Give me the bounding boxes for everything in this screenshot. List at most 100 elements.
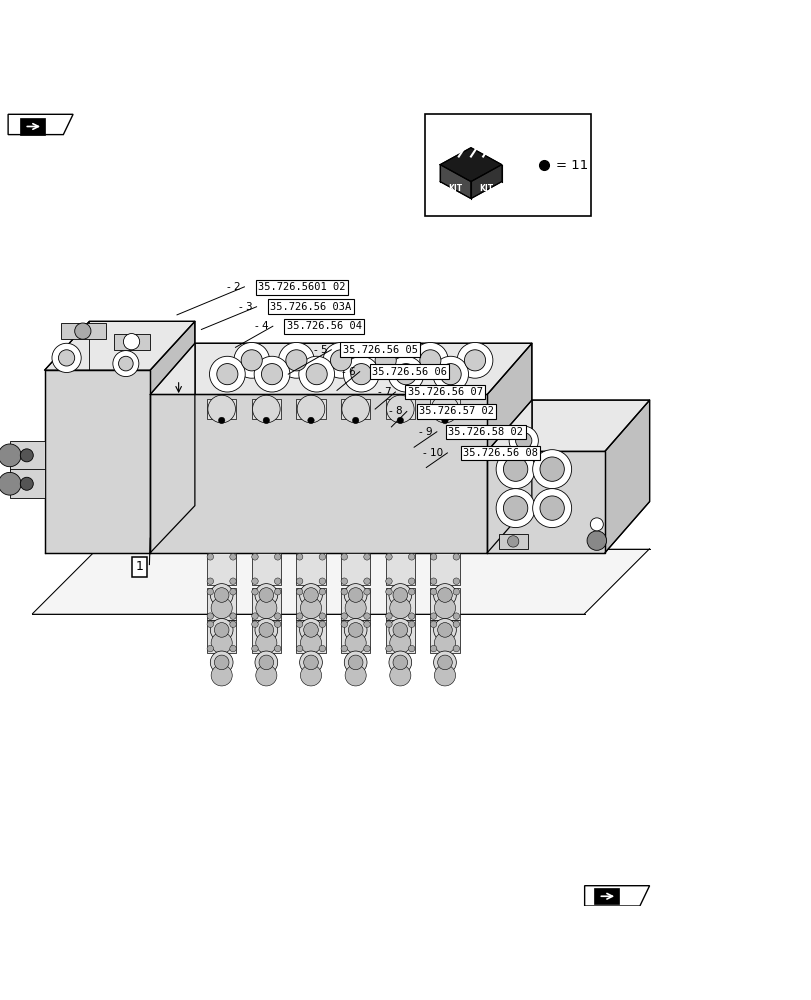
Circle shape (341, 395, 369, 423)
Circle shape (341, 613, 347, 619)
Text: 35.726.56 08: 35.726.56 08 (462, 448, 537, 458)
Circle shape (274, 621, 281, 627)
Circle shape (375, 350, 396, 371)
Text: 35.726.57 02: 35.726.57 02 (418, 406, 493, 416)
Polygon shape (207, 553, 236, 585)
Circle shape (230, 613, 236, 619)
Polygon shape (341, 398, 370, 419)
Circle shape (344, 619, 367, 641)
Circle shape (296, 645, 303, 652)
Polygon shape (296, 620, 325, 653)
Circle shape (300, 597, 321, 619)
Polygon shape (440, 148, 501, 182)
Polygon shape (296, 398, 325, 419)
Circle shape (345, 597, 366, 619)
Polygon shape (385, 553, 414, 585)
Text: 35.726.58 02: 35.726.58 02 (448, 427, 522, 437)
Text: - 4: - 4 (255, 321, 268, 331)
Text: 35.726.56 06: 35.726.56 06 (371, 367, 446, 377)
Circle shape (58, 350, 75, 366)
Circle shape (299, 619, 322, 641)
Circle shape (299, 651, 322, 674)
Polygon shape (114, 334, 150, 350)
Circle shape (274, 613, 281, 619)
Circle shape (408, 578, 414, 584)
Circle shape (303, 588, 318, 602)
Circle shape (341, 578, 347, 584)
Circle shape (457, 342, 492, 378)
Circle shape (303, 655, 318, 670)
Circle shape (388, 651, 411, 674)
Circle shape (433, 584, 456, 606)
Circle shape (348, 655, 363, 670)
Circle shape (395, 364, 416, 385)
Circle shape (207, 621, 213, 627)
Circle shape (296, 578, 303, 584)
Text: - 9: - 9 (418, 427, 432, 437)
Polygon shape (430, 553, 459, 585)
Circle shape (230, 554, 236, 560)
Circle shape (274, 589, 281, 595)
Polygon shape (207, 398, 236, 419)
Circle shape (234, 342, 269, 378)
Circle shape (251, 554, 258, 560)
Circle shape (211, 665, 232, 686)
Circle shape (431, 395, 458, 423)
Polygon shape (430, 620, 459, 653)
Circle shape (123, 334, 139, 350)
Circle shape (432, 356, 468, 392)
Text: - 8: - 8 (388, 406, 402, 416)
Circle shape (453, 554, 459, 560)
Circle shape (230, 589, 236, 595)
Circle shape (341, 554, 347, 560)
Text: 35.726.56 05: 35.726.56 05 (342, 345, 417, 355)
Polygon shape (207, 620, 236, 653)
Polygon shape (150, 394, 487, 553)
Text: 35.726.5601 02: 35.726.5601 02 (258, 282, 345, 292)
Text: 35.726.56 07: 35.726.56 07 (407, 387, 482, 397)
Circle shape (352, 417, 358, 424)
Circle shape (389, 665, 410, 686)
Polygon shape (10, 469, 45, 498)
Circle shape (539, 457, 564, 481)
Circle shape (464, 350, 485, 371)
Circle shape (263, 417, 269, 424)
Circle shape (252, 395, 280, 423)
Circle shape (20, 449, 33, 462)
Text: = 11: = 11 (556, 159, 588, 172)
Circle shape (274, 645, 281, 652)
Circle shape (113, 351, 139, 377)
Circle shape (385, 589, 392, 595)
Circle shape (345, 632, 366, 653)
Polygon shape (296, 553, 325, 585)
Circle shape (303, 623, 318, 637)
Text: - 5: - 5 (313, 345, 327, 355)
Circle shape (319, 589, 325, 595)
Polygon shape (487, 400, 649, 451)
Circle shape (297, 395, 324, 423)
Circle shape (255, 651, 277, 674)
Circle shape (437, 623, 452, 637)
Circle shape (251, 645, 258, 652)
Circle shape (255, 619, 277, 641)
Circle shape (251, 613, 258, 619)
Circle shape (363, 578, 370, 584)
Text: KIT: KIT (478, 184, 493, 193)
Text: - 2: - 2 (226, 282, 240, 292)
Circle shape (0, 472, 21, 495)
Text: KIT: KIT (448, 184, 462, 193)
Polygon shape (45, 370, 150, 553)
Circle shape (20, 477, 33, 490)
Circle shape (274, 554, 281, 560)
Circle shape (389, 632, 410, 653)
Circle shape (430, 645, 436, 652)
Circle shape (350, 364, 371, 385)
Circle shape (255, 597, 277, 619)
Circle shape (453, 578, 459, 584)
Circle shape (430, 578, 436, 584)
Circle shape (453, 589, 459, 595)
Circle shape (412, 342, 448, 378)
Polygon shape (385, 588, 414, 620)
Text: - 6: - 6 (341, 367, 355, 377)
Circle shape (298, 356, 334, 392)
